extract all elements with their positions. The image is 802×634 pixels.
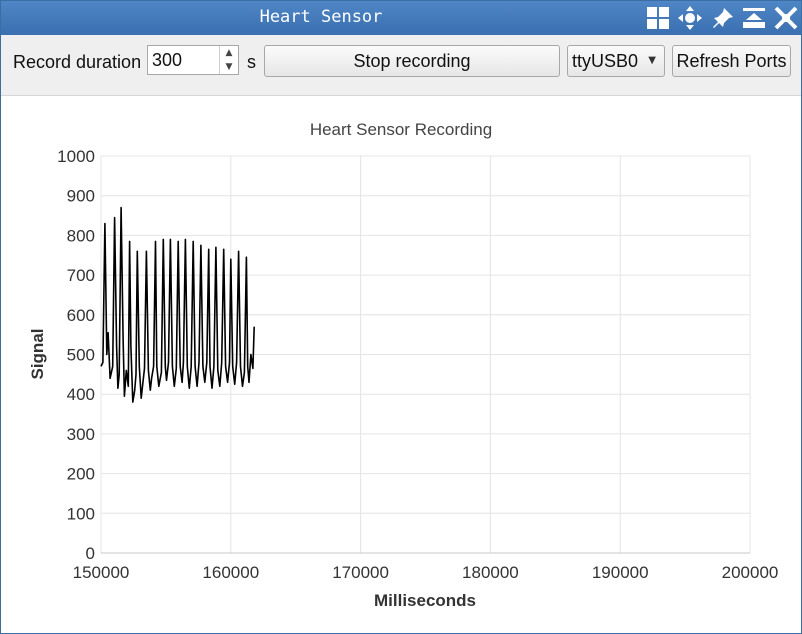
spinbox-arrows: ▲ ▼ [219, 46, 238, 74]
chevron-down-icon: ▼ [648, 55, 656, 66]
y-tick-label: 100 [67, 504, 95, 523]
window-title: Heart Sensor [259, 7, 383, 27]
chart-title: Heart Sensor Recording [310, 120, 492, 139]
y-tick-label: 1000 [57, 147, 95, 166]
x-tick-label: 200000 [722, 563, 779, 582]
record-duration-label: Record duration [13, 52, 142, 72]
record-duration-spinbox[interactable]: 300 ▲ ▼ [147, 45, 239, 75]
y-tick-label: 900 [67, 187, 95, 206]
stop-recording-button[interactable]: Stop recording [264, 45, 560, 77]
x-tick-label: 160000 [202, 563, 259, 582]
x-tick-label: 170000 [332, 563, 389, 582]
spin-up-icon[interactable]: ▲ [225, 48, 233, 58]
y-tick-label: 0 [86, 544, 95, 563]
y-tick-label: 600 [67, 306, 95, 325]
x-tick-label: 150000 [73, 563, 130, 582]
y-tick-label: 500 [67, 346, 95, 365]
x-tick-label: 180000 [462, 563, 519, 582]
record-duration-value[interactable]: 300 [152, 50, 183, 70]
move-icon[interactable] [677, 5, 703, 31]
toolbar: Record duration 300 ▲ ▼ s Stop recording… [1, 35, 801, 96]
x-tick-label: 190000 [592, 563, 649, 582]
close-icon[interactable] [773, 5, 799, 31]
serial-port-select[interactable]: ttyUSB0 ▼ [567, 45, 665, 77]
seconds-unit-label: s [247, 52, 256, 72]
grid-icon[interactable] [645, 5, 671, 31]
y-axis-label: Signal [28, 328, 47, 379]
y-tick-label: 300 [67, 425, 95, 444]
title-bar: Heart Sensor [1, 1, 801, 35]
y-tick-label: 800 [67, 226, 95, 245]
pin-icon[interactable] [710, 5, 736, 31]
spin-down-icon[interactable]: ▼ [225, 62, 233, 72]
minimize-icon[interactable] [741, 5, 767, 31]
y-tick-label: 400 [67, 385, 95, 404]
y-tick-label: 200 [67, 465, 95, 484]
refresh-ports-button[interactable]: Refresh Ports [672, 45, 791, 77]
heart-sensor-chart: 150000 160000 170000 180000 190000 200000 0 100… [28, 120, 779, 610]
serial-port-value: ttyUSB0 [572, 51, 639, 71]
y-tick-label: 700 [67, 266, 95, 285]
x-axis-label: Milliseconds [374, 591, 476, 610]
signal-series-line [100, 206, 255, 403]
